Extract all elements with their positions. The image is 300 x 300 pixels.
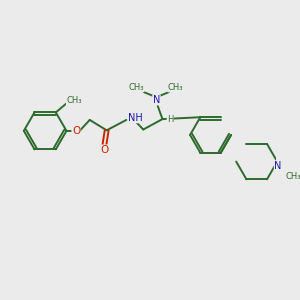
Text: CH₃: CH₃ [168, 83, 183, 92]
Text: CH₃: CH₃ [128, 83, 144, 92]
Text: O: O [72, 126, 80, 136]
Text: N: N [153, 95, 160, 105]
Text: H: H [167, 115, 173, 124]
Text: CH₃: CH₃ [285, 172, 300, 181]
Text: NH: NH [128, 113, 142, 123]
Text: O: O [100, 145, 109, 155]
Text: CH₃: CH₃ [66, 96, 82, 105]
Text: N: N [274, 161, 282, 171]
